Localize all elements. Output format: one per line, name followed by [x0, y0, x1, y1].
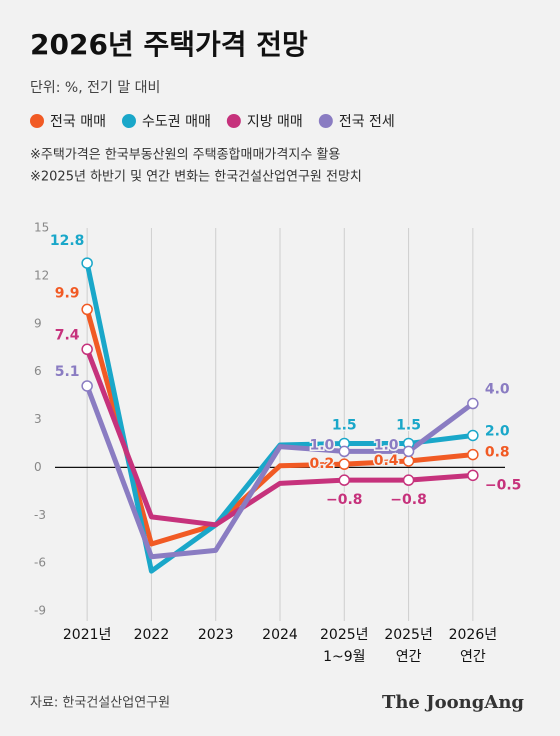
legend-label: 지방 매매 — [247, 114, 303, 130]
point — [81, 303, 93, 316]
data-label: 5.1 — [55, 364, 80, 380]
note: ※주택가격은 한국부동산원의 주택종합매매가격지수 활용 — [30, 148, 340, 163]
chart-title: 2026년 주택가격 전망 — [30, 28, 308, 61]
y-tick-label: 3 — [34, 412, 42, 426]
data-label: −0.8 — [326, 492, 363, 508]
x-tick-label: 2021년 — [63, 627, 112, 643]
y-tick-label: -9 — [34, 604, 46, 618]
y-tick-label: 15 — [34, 221, 49, 235]
legend-label: 전국 전세 — [339, 114, 395, 130]
point — [402, 455, 415, 467]
data-label: 0.8 — [485, 445, 510, 461]
legend-swatch — [30, 114, 44, 128]
brand: The JoongAng — [382, 692, 524, 713]
data-label: 9.9 — [55, 285, 80, 301]
x-tick-label: 2022 — [134, 627, 170, 643]
data-label: 4.0 — [485, 382, 510, 398]
x-tick-label: 2025년 연간 — [384, 627, 433, 665]
legend-label: 수도권 매매 — [142, 114, 211, 130]
point — [338, 474, 351, 486]
data-label: 1.0 — [309, 437, 334, 453]
y-tick-label: 6 — [34, 364, 42, 378]
y-tick-label: 12 — [34, 268, 49, 282]
data-label: 12.8 — [50, 233, 85, 249]
legend-swatch — [226, 114, 241, 128]
point — [81, 257, 93, 269]
data-label: −0.8 — [390, 492, 427, 508]
point — [338, 458, 351, 470]
point — [338, 445, 351, 458]
y-tick-label: 0 — [34, 460, 42, 474]
data-label: 2.0 — [485, 423, 510, 439]
point — [467, 397, 479, 410]
note: ※2025년 하반기 및 연간 변화는 한국건설산업연구원 전망치 — [30, 170, 362, 185]
point — [402, 474, 415, 486]
y-tick-label: -6 — [34, 556, 46, 570]
data-label: 1.5 — [396, 417, 421, 433]
y-tick-label: -3 — [34, 508, 46, 522]
subtitle: 단위: %, 전기 말 대비 — [30, 80, 160, 96]
x-tick-label: 2026년 연간 — [449, 627, 498, 665]
x-tick-label: 2023 — [198, 627, 234, 643]
legend-swatch — [121, 114, 136, 128]
data-label: 0.4 — [374, 453, 399, 469]
point — [402, 445, 415, 458]
data-label: −0.5 — [485, 477, 522, 493]
data-label: 7.4 — [55, 327, 80, 343]
source: 자료: 한국건설산업연구원 — [30, 696, 170, 711]
data-label: 0.2 — [309, 456, 334, 472]
legend-swatch — [318, 114, 333, 128]
point — [467, 429, 479, 442]
x-tick-label: 2024 — [262, 627, 298, 643]
point — [81, 343, 93, 356]
point — [467, 469, 479, 482]
data-label: 1.5 — [332, 417, 357, 433]
point — [467, 448, 479, 461]
x-tick-label: 2025년 1~9월 — [320, 627, 369, 665]
y-tick-label: 9 — [34, 316, 42, 330]
point — [81, 380, 93, 392]
legend-label: 전국 매매 — [50, 114, 106, 130]
data-label: 1.0 — [374, 437, 399, 453]
